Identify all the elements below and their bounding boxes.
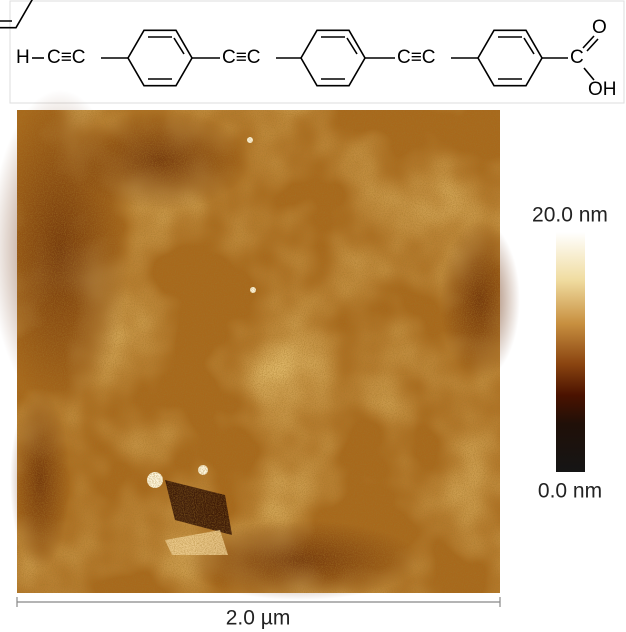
carboxyl-carbon: C xyxy=(570,47,584,68)
hydrogen: H xyxy=(16,47,30,68)
colorbar-min: 0.0 nm xyxy=(538,480,602,503)
carbonyl-oxygen: O xyxy=(592,17,607,38)
structure: H C≡C C≡C C≡C C O OH xyxy=(0,0,624,103)
colorbar: 20.0 nm 0.0 nm xyxy=(532,204,608,503)
colorbar-gradient xyxy=(556,232,585,472)
alkyne: C≡C xyxy=(397,47,436,68)
colorbar-max: 20.0 nm xyxy=(532,204,608,227)
alkyne: C≡C xyxy=(47,47,86,68)
scale-bar-label: 2.0 µm xyxy=(226,607,291,630)
figure: H C≡C C≡C C≡C C O OH xyxy=(0,0,626,632)
alkyne: C≡C xyxy=(222,47,261,68)
hydroxyl: OH xyxy=(588,79,617,100)
afm-image xyxy=(0,90,520,600)
scale-bar: 2.0 µm xyxy=(17,597,500,630)
